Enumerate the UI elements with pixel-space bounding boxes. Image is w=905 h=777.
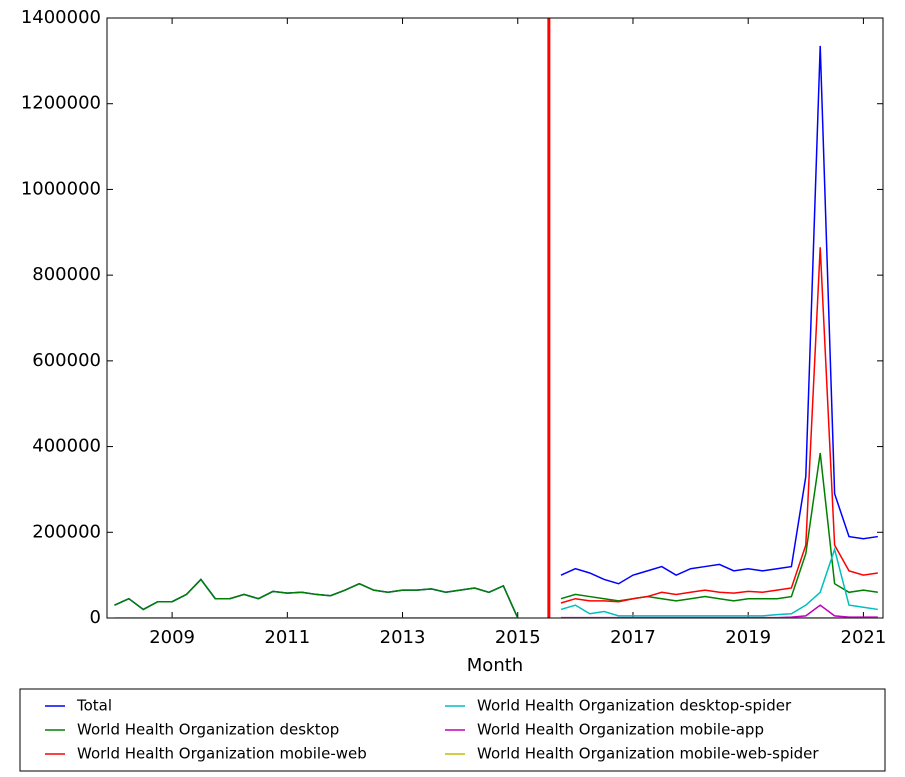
series-line (560, 247, 878, 604)
plot-frame (106, 17, 884, 619)
y-tick-label: 400000 (32, 436, 101, 457)
y-tick-label: 1200000 (21, 93, 101, 114)
legend-label: World Health Organization mobile-web (77, 745, 367, 763)
x-tick-label: 2009 (149, 627, 195, 648)
series-line (114, 452, 878, 618)
y-tick-label: 800000 (32, 264, 101, 285)
legend-label: World Health Organization mobile-app (477, 721, 764, 739)
x-tick-label: 2015 (495, 627, 541, 648)
legend-label: Total (76, 697, 112, 715)
series-line (560, 546, 878, 617)
legend-label: World Health Organization desktop (77, 721, 339, 739)
legend-label: World Health Organization mobile-web-spi… (477, 745, 819, 763)
x-tick-label: 2019 (725, 627, 771, 648)
y-tick-label: 1400000 (21, 7, 101, 28)
x-tick-label: 2021 (841, 627, 887, 648)
y-tick-label: 600000 (32, 350, 101, 371)
legend: Total World Health Organization desktop Wo… (45, 697, 819, 763)
y-tick-label: 1000000 (21, 178, 101, 199)
y-tick-label: 200000 (32, 521, 101, 542)
x-tick-label: 2013 (380, 627, 426, 648)
x-axis-label: Month (467, 655, 523, 676)
series-line (114, 45, 878, 618)
x-tick-label: 2017 (610, 627, 656, 648)
y-tick-label: 0 (90, 607, 101, 628)
legend-label: World Health Organization desktop-spider (477, 697, 792, 715)
x-tick-label: 2011 (264, 627, 310, 648)
